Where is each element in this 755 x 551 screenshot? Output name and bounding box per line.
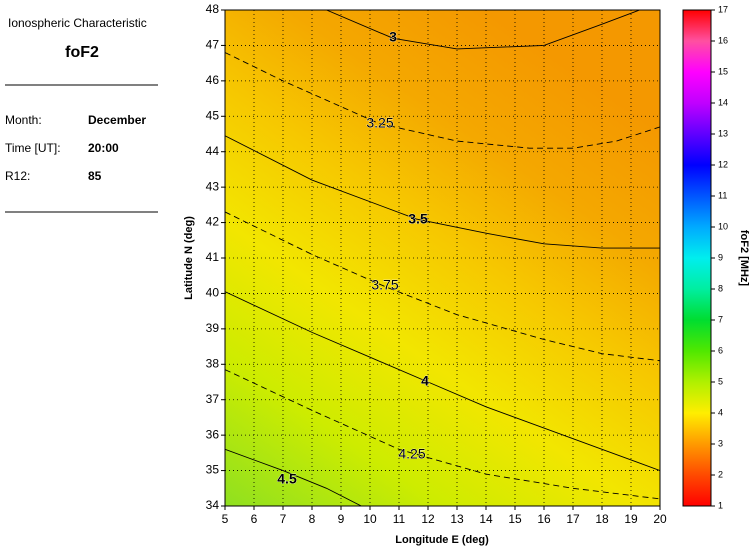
colorbar-tick-label: 10: [718, 221, 728, 231]
colorbar-tick-label: 5: [718, 376, 723, 386]
x-tick-label: 12: [421, 512, 435, 526]
row-label: Time [UT]:: [5, 141, 61, 155]
panel-heading: Ionospheric Characteristic: [8, 16, 147, 30]
x-tick-label: 18: [595, 512, 609, 526]
x-tick-label: 5: [222, 512, 229, 526]
y-tick-label: 45: [206, 108, 220, 122]
x-tick-label: 10: [363, 512, 377, 526]
y-tick-label: 40: [206, 286, 220, 300]
row-value: 20:00: [88, 141, 119, 155]
x-tick-label: 13: [450, 512, 464, 526]
colorbar-tick-label: 17: [718, 4, 728, 14]
y-tick-label: 39: [206, 321, 220, 335]
y-tick-label: 34: [206, 498, 220, 512]
x-tick-label: 8: [309, 512, 316, 526]
x-tick-label: 9: [338, 512, 345, 526]
contour-line: [225, 291, 660, 471]
colorbar-tick-label: 4: [718, 407, 723, 417]
y-tick-label: 42: [206, 215, 220, 229]
x-tick-label: 15: [508, 512, 522, 526]
contour-line: [225, 211, 660, 362]
row-value: December: [88, 113, 146, 127]
colorbar-tick-label: 15: [718, 66, 728, 76]
colorbar-tick-label: 16: [718, 35, 728, 45]
contour-line: [326, 10, 640, 50]
contour-line: [225, 369, 660, 500]
colorbar-tick-label: 2: [718, 469, 723, 479]
colorbar-tick-label: 1: [718, 500, 723, 510]
contour-line: [225, 135, 660, 249]
y-tick-label: 36: [206, 427, 220, 441]
contour-label: 3.75: [371, 277, 398, 293]
y-tick-label: 41: [206, 250, 220, 264]
y-tick-label: 38: [206, 356, 220, 370]
contour-label: 4.5: [277, 471, 297, 487]
y-tick-label: 37: [206, 392, 220, 406]
x-axis-label: Longitude E (deg): [395, 534, 489, 546]
x-tick-label: 14: [479, 512, 493, 526]
panel-parameter: foF2: [65, 44, 99, 61]
x-tick-label: 19: [624, 512, 638, 526]
y-tick-label: 48: [206, 2, 220, 16]
colorbar-tick-label: 8: [718, 283, 723, 293]
colorbar-tick-label: 3: [718, 438, 723, 448]
y-tick-label: 46: [206, 73, 220, 87]
colorbar: [682, 9, 712, 507]
row-label: Month:: [5, 113, 42, 127]
contour-line: [225, 448, 362, 506]
contour-label: 3.5: [408, 211, 428, 227]
contour-label: 4: [421, 373, 429, 389]
x-tick-label: 17: [566, 512, 580, 526]
y-tick-label: 47: [206, 38, 220, 52]
x-tick-label: 16: [537, 512, 551, 526]
colorbar-tick-label: 12: [718, 159, 728, 169]
row-label: R12:: [5, 169, 30, 183]
colorbar-tick-label: 14: [718, 97, 728, 107]
x-tick-label: 11: [393, 512, 406, 526]
colorbar-label: foF2 [MHz]: [738, 230, 750, 287]
y-tick-label: 35: [206, 463, 220, 477]
contour-label: 3.25: [366, 115, 393, 131]
y-axis-label: Latitude N (deg): [183, 216, 195, 300]
colorbar-tick-label: 13: [718, 128, 728, 138]
x-tick-label: 7: [280, 512, 287, 526]
colorbar-tick-label: 11: [718, 190, 727, 200]
colorbar-tick-label: 7: [718, 314, 723, 324]
contour-label: 4.25: [398, 446, 425, 462]
x-tick-label: 20: [653, 512, 667, 526]
y-tick-label: 44: [206, 144, 220, 158]
row-value: 85: [88, 169, 102, 183]
x-tick-label: 6: [251, 512, 258, 526]
contour-line: [225, 52, 660, 149]
colorbar-tick-label: 9: [718, 252, 723, 262]
contour-label: 3: [389, 29, 397, 45]
y-tick-label: 43: [206, 179, 220, 193]
colorbar-tick-label: 6: [718, 345, 723, 355]
